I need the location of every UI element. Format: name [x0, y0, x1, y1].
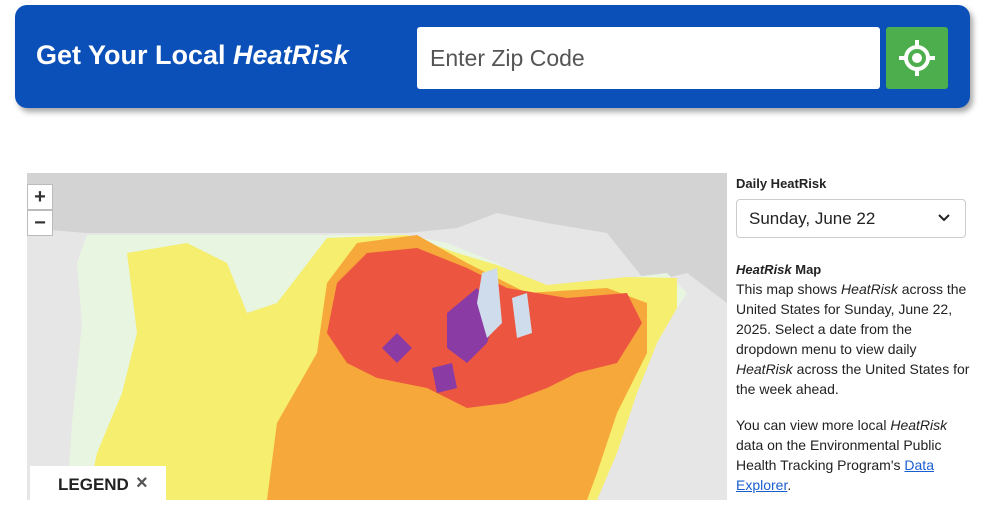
description: This map shows HeatRisk across the Unite…	[736, 279, 976, 495]
brand-text: HeatRisk	[890, 417, 948, 433]
text: across the United States for the week ah…	[736, 361, 970, 397]
zoom-in[interactable]: +	[27, 184, 53, 210]
text: across the United States for Sunday, Jun…	[736, 281, 967, 357]
section-text: Map	[791, 262, 822, 277]
locate-icon	[899, 40, 935, 76]
zoom-out[interactable]: −	[27, 210, 53, 236]
section-title: HeatRisk Map	[736, 262, 976, 277]
zip-input[interactable]: Enter Zip Code	[417, 27, 880, 89]
heatrisk-map[interactable]	[27, 173, 727, 500]
legend-close[interactable]: ×	[136, 472, 148, 494]
select-label: Daily HeatRisk	[736, 176, 827, 191]
text: .	[787, 477, 792, 493]
data-explorer-link[interactable]: Data Explorer	[736, 457, 934, 493]
chevron	[938, 214, 950, 222]
brand-text: HeatRisk	[736, 361, 793, 377]
text: This map shows	[736, 281, 842, 297]
sidebar: Daily HeatRisk Sunday, June 22 HeatRisk …	[736, 176, 976, 495]
selected-date: Sunday, June 22	[749, 209, 876, 228]
header-title: Get Your Local HeatRisk	[36, 40, 349, 71]
paragraph: This map shows HeatRisk across the Unite…	[736, 279, 976, 399]
brand-text: HeatRisk	[841, 281, 898, 297]
title-brand: HeatRisk	[233, 40, 349, 70]
text: data on the Environmental Public Health …	[736, 437, 942, 473]
legend-panel	[30, 466, 166, 506]
map-graphic	[27, 173, 727, 500]
locate-button[interactable]	[886, 27, 948, 89]
section-brand: HeatRisk	[736, 262, 792, 277]
legend-title: LEGEND	[58, 475, 129, 494]
text: You can view more local	[736, 417, 891, 433]
title-text: Get Your Local	[36, 40, 234, 70]
paragraph: You can view more local HeatRisk data on…	[736, 415, 976, 495]
date-select[interactable]: Sunday, June 22	[736, 199, 966, 238]
